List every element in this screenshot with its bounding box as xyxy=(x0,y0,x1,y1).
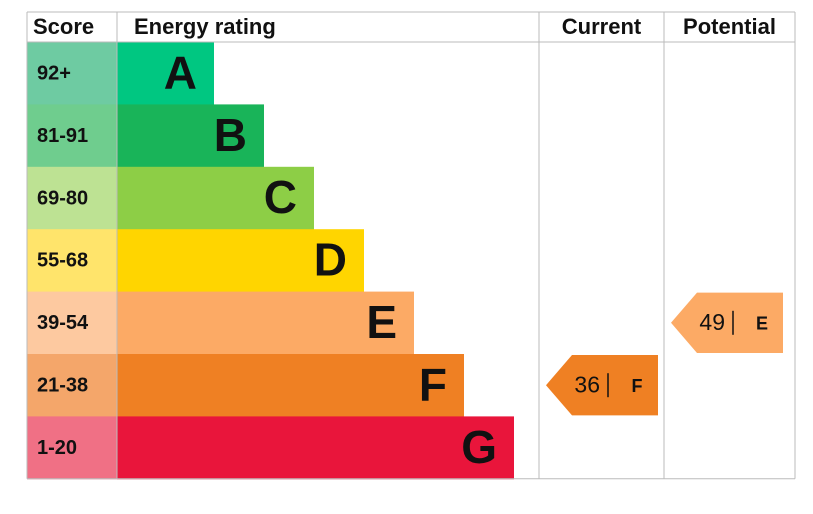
score-cell xyxy=(27,416,117,480)
column-header: Current xyxy=(562,14,642,39)
column-header: Score xyxy=(33,14,94,39)
score-label: 55-68 xyxy=(37,250,88,272)
score-cell xyxy=(27,354,117,417)
score-cell xyxy=(27,229,117,293)
rating-bar xyxy=(117,416,514,480)
score-label: 81-91 xyxy=(37,125,88,147)
rating-letter: B xyxy=(214,109,247,161)
potential-value: 49 xyxy=(699,309,725,335)
score-cell xyxy=(27,104,117,168)
score-label: 1-20 xyxy=(37,437,77,459)
rating-bar xyxy=(117,42,214,105)
column-header: Potential xyxy=(683,14,776,39)
rating-letter: A xyxy=(164,46,197,98)
rating-letter: F xyxy=(419,358,447,410)
rating-letter: D xyxy=(314,234,347,286)
score-label: 39-54 xyxy=(37,312,89,334)
score-label: 92+ xyxy=(37,62,71,84)
current-arrow xyxy=(546,355,658,416)
score-label: 21-38 xyxy=(37,374,88,396)
rating-bar xyxy=(117,354,464,417)
score-cell xyxy=(27,42,117,105)
rating-bar xyxy=(117,291,414,355)
potential-arrow xyxy=(671,292,783,353)
column-header: Energy rating xyxy=(134,14,276,39)
current-letter: F xyxy=(632,376,643,396)
potential-letter: E xyxy=(756,314,768,334)
score-cell xyxy=(27,291,117,355)
rating-bar xyxy=(117,166,314,230)
rating-letter: G xyxy=(461,421,497,473)
rating-letter: E xyxy=(366,296,397,348)
current-value: 36 xyxy=(574,371,600,397)
score-label: 69-80 xyxy=(37,187,88,209)
score-cell xyxy=(27,166,117,230)
rating-letter: C xyxy=(264,171,297,223)
rating-bar xyxy=(117,104,264,168)
rating-bar xyxy=(117,229,364,293)
